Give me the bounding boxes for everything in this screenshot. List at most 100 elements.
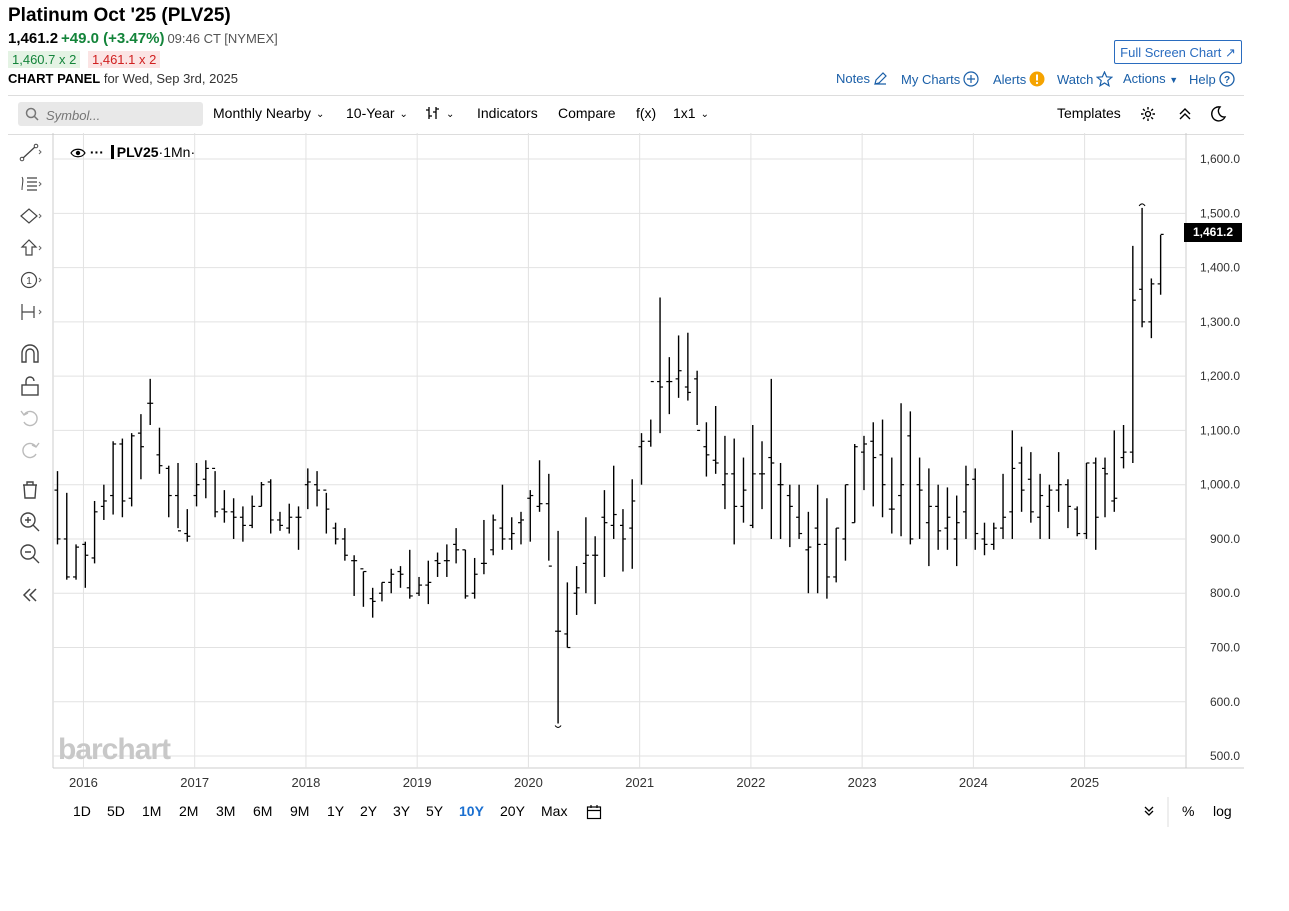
range-1m[interactable]: 1M xyxy=(142,803,162,819)
range-6m[interactable]: 6M xyxy=(253,803,273,819)
undo-icon[interactable] xyxy=(18,406,42,430)
range-9m[interactable]: 9M xyxy=(290,803,310,819)
percent-toggle[interactable]: % xyxy=(1182,803,1195,819)
ohlc-bar xyxy=(462,549,469,599)
range-max[interactable]: Max xyxy=(541,803,568,819)
ohlc-bar xyxy=(657,297,664,434)
range-2m[interactable]: 2M xyxy=(179,803,199,819)
y-tick-label: 600.0 xyxy=(1210,695,1240,709)
magnet-icon[interactable] xyxy=(18,342,42,366)
help-link[interactable]: Help? xyxy=(1189,71,1235,87)
panel-title: CHART PANEL xyxy=(8,71,101,86)
ohlc-bars xyxy=(54,203,1186,728)
collapse-up-icon[interactable] xyxy=(1178,107,1192,121)
ohlc-bar xyxy=(796,484,803,539)
counter-icon[interactable]: 1 xyxy=(18,268,42,292)
y-tick-label: 1,600.0 xyxy=(1200,152,1240,166)
ohlc-bar xyxy=(276,511,283,531)
x-tick-label: 2018 xyxy=(291,775,320,790)
measure-icon[interactable] xyxy=(18,300,42,324)
range-2y[interactable]: 2Y xyxy=(360,803,378,819)
ohlc-bar xyxy=(323,489,330,534)
chevron-down-icon: ⌄ xyxy=(446,109,455,120)
compare-button[interactable]: Compare xyxy=(558,105,616,121)
alerts-link[interactable]: Alerts xyxy=(993,71,1045,87)
range-3y[interactable]: 3Y xyxy=(393,803,411,819)
indicators-button[interactable]: Indicators xyxy=(477,105,538,121)
trash-icon[interactable] xyxy=(18,478,42,502)
series-legend: ··· PLV25·1Mn· xyxy=(70,144,195,160)
star-icon xyxy=(1096,70,1114,88)
ohlc-bar xyxy=(416,576,423,596)
ohlc-bar xyxy=(490,514,497,556)
ohlc-bar xyxy=(518,511,524,545)
ohlc-bar xyxy=(156,427,163,474)
layout-dropdown[interactable]: 1x1 ⌄ xyxy=(673,105,709,121)
ohlc-bar xyxy=(471,557,478,599)
range-20y[interactable]: 20Y xyxy=(500,803,525,819)
range-dropdown[interactable]: 10-Year ⌄ xyxy=(346,105,408,121)
gear-icon[interactable] xyxy=(1140,106,1156,122)
ohlc-bar xyxy=(314,471,321,507)
chart-type-dropdown[interactable]: ⌄ xyxy=(425,105,454,121)
arrow-icon[interactable] xyxy=(18,236,42,260)
redo-icon[interactable] xyxy=(18,438,42,462)
shape-icon[interactable] xyxy=(18,204,42,228)
templates-button[interactable]: Templates xyxy=(1057,105,1121,121)
log-toggle[interactable]: log xyxy=(1213,803,1232,819)
y-tick-label: 1,000.0 xyxy=(1200,478,1240,492)
fib-icon[interactable] xyxy=(18,172,42,196)
ohlc-bar xyxy=(406,549,413,599)
page-title: Platinum Oct '25 (PLV25) xyxy=(8,5,231,26)
range-10y[interactable]: 10Y xyxy=(459,803,484,819)
ohlc-bar xyxy=(907,411,914,545)
calendar-icon[interactable] xyxy=(586,804,602,820)
unlock-icon[interactable] xyxy=(18,374,42,398)
ohlc-bar xyxy=(137,414,144,480)
y-tick-label: 700.0 xyxy=(1210,641,1240,655)
actions-menu[interactable]: Actions ▼ xyxy=(1123,71,1178,86)
eye-icon[interactable] xyxy=(70,147,86,159)
more-icon[interactable]: ··· xyxy=(89,144,104,160)
ohlc-bar xyxy=(638,433,645,485)
collapse-icon[interactable] xyxy=(18,583,42,607)
range-1d[interactable]: 1D xyxy=(73,803,91,819)
ohlc-bar xyxy=(610,465,617,539)
notes-link[interactable]: Notes xyxy=(836,71,888,86)
zoom-out-icon[interactable] xyxy=(18,542,42,566)
ohlc-bar xyxy=(82,541,89,588)
range-5y[interactable]: 5Y xyxy=(426,803,444,819)
trend-line-icon[interactable] xyxy=(18,140,42,164)
search-icon xyxy=(25,107,39,121)
alerts-label: Alerts xyxy=(993,72,1027,87)
watch-link[interactable]: Watch xyxy=(1057,70,1114,88)
my-charts-link[interactable]: My Charts xyxy=(901,71,979,87)
range-1y[interactable]: 1Y xyxy=(327,803,345,819)
dark-mode-icon[interactable] xyxy=(1209,105,1227,123)
zoom-in-icon[interactable] xyxy=(18,510,42,534)
ohlc-bar xyxy=(388,568,395,594)
ask-badge: 1,461.1 x 2 xyxy=(88,51,161,68)
symbol-search[interactable] xyxy=(18,102,203,126)
range-5d[interactable]: 5D xyxy=(107,803,125,819)
ohlc-bar xyxy=(1083,462,1090,539)
range-3m[interactable]: 3M xyxy=(216,803,236,819)
ohlc-bar xyxy=(258,481,265,508)
last-price: 1,461.2 xyxy=(8,30,59,47)
function-button[interactable]: f(x) xyxy=(636,105,657,121)
ohlc-bar xyxy=(1148,278,1155,339)
ohlc-bar xyxy=(601,490,608,577)
y-tick-label: 500.0 xyxy=(1210,749,1240,763)
ohlc-bar xyxy=(1037,473,1044,539)
period-dropdown[interactable]: Monthly Nearby ⌄ xyxy=(213,105,324,121)
ohlc-bar xyxy=(916,457,923,539)
ohlc-bar xyxy=(1157,233,1164,295)
ohlc-bar xyxy=(786,484,793,548)
low-marker xyxy=(554,725,562,728)
full-screen-button[interactable]: Full Screen Chart ↗ xyxy=(1114,40,1242,64)
ohlc-bar xyxy=(73,544,80,580)
double-chevron-down-icon[interactable] xyxy=(1143,805,1155,817)
search-input[interactable] xyxy=(44,105,198,125)
x-tick-label: 2023 xyxy=(848,775,877,790)
